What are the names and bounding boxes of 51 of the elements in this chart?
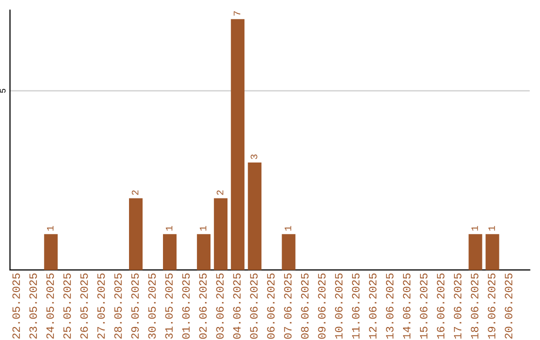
bar: [282, 234, 296, 270]
data-label: 1: [47, 226, 54, 231]
x-tick-label: 13.06.2025: [386, 273, 394, 339]
data-label: 7: [234, 11, 240, 16]
bar: [230, 19, 244, 270]
x-tick-label: 09.06.2025: [318, 273, 326, 339]
x-tick-label: 12.06.2025: [368, 273, 377, 339]
bar: [214, 198, 228, 270]
x-tick-label: 20.06.2025: [504, 273, 512, 339]
x-tick-label: 01.06.2025: [182, 273, 190, 339]
x-tick-label: 06.06.2025: [267, 273, 275, 339]
x-tick-label: 27.05.2025: [97, 273, 105, 339]
x-tick-label: 08.06.2025: [301, 273, 309, 339]
x-tick-label: 22.05.2025: [12, 273, 20, 339]
data-label: 1: [488, 226, 495, 231]
x-tick-label: 16.06.2025: [436, 273, 444, 339]
bar: [44, 234, 58, 270]
x-tick-label: 19.06.2025: [488, 273, 496, 339]
x-tick-label: 02.06.2025: [199, 273, 207, 339]
x-tick-label: 10.06.2025: [335, 273, 343, 339]
x-tick-label: 05.06.2025: [250, 273, 258, 339]
x-tick-label: 14.06.2025: [402, 273, 410, 339]
x-tick-label: 04.06.2025: [233, 273, 241, 339]
data-label: 2: [132, 190, 138, 195]
data-label: 1: [200, 226, 206, 231]
x-tick-label: 11.06.2025: [352, 273, 360, 339]
y-tick-label: 5: [0, 88, 6, 93]
x-tick-label: 30.05.2025: [148, 273, 156, 339]
x-tick-label: 31.05.2025: [165, 273, 173, 339]
x-tick-label: 25.05.2025: [63, 273, 71, 339]
bar: [486, 234, 500, 270]
data-label: 1: [284, 226, 292, 231]
x-tick-label: 23.05.2025: [29, 273, 37, 339]
bar: [468, 234, 482, 270]
data-label: 2: [216, 190, 224, 195]
x-tick-label: 03.06.2025: [216, 273, 224, 339]
x-tick-label: 24.05.2025: [46, 273, 54, 339]
bar: [196, 234, 211, 270]
x-tick-label: 26.05.2025: [80, 273, 88, 339]
x-tick-label: 15.06.2025: [420, 273, 428, 339]
x-tick-label: 07.06.2025: [284, 273, 292, 339]
data-label: 3: [250, 154, 258, 160]
bar: [129, 198, 143, 270]
x-tick-label: 17.06.2025: [454, 273, 462, 339]
bar: [248, 162, 262, 270]
data-label: 1: [472, 226, 478, 231]
x-tick-label: 29.05.2025: [131, 273, 139, 339]
x-tick-label: 18.06.2025: [470, 273, 478, 339]
data-label: 1: [166, 226, 172, 231]
bar: [162, 234, 177, 270]
x-tick-label: 28.05.2025: [114, 273, 122, 339]
